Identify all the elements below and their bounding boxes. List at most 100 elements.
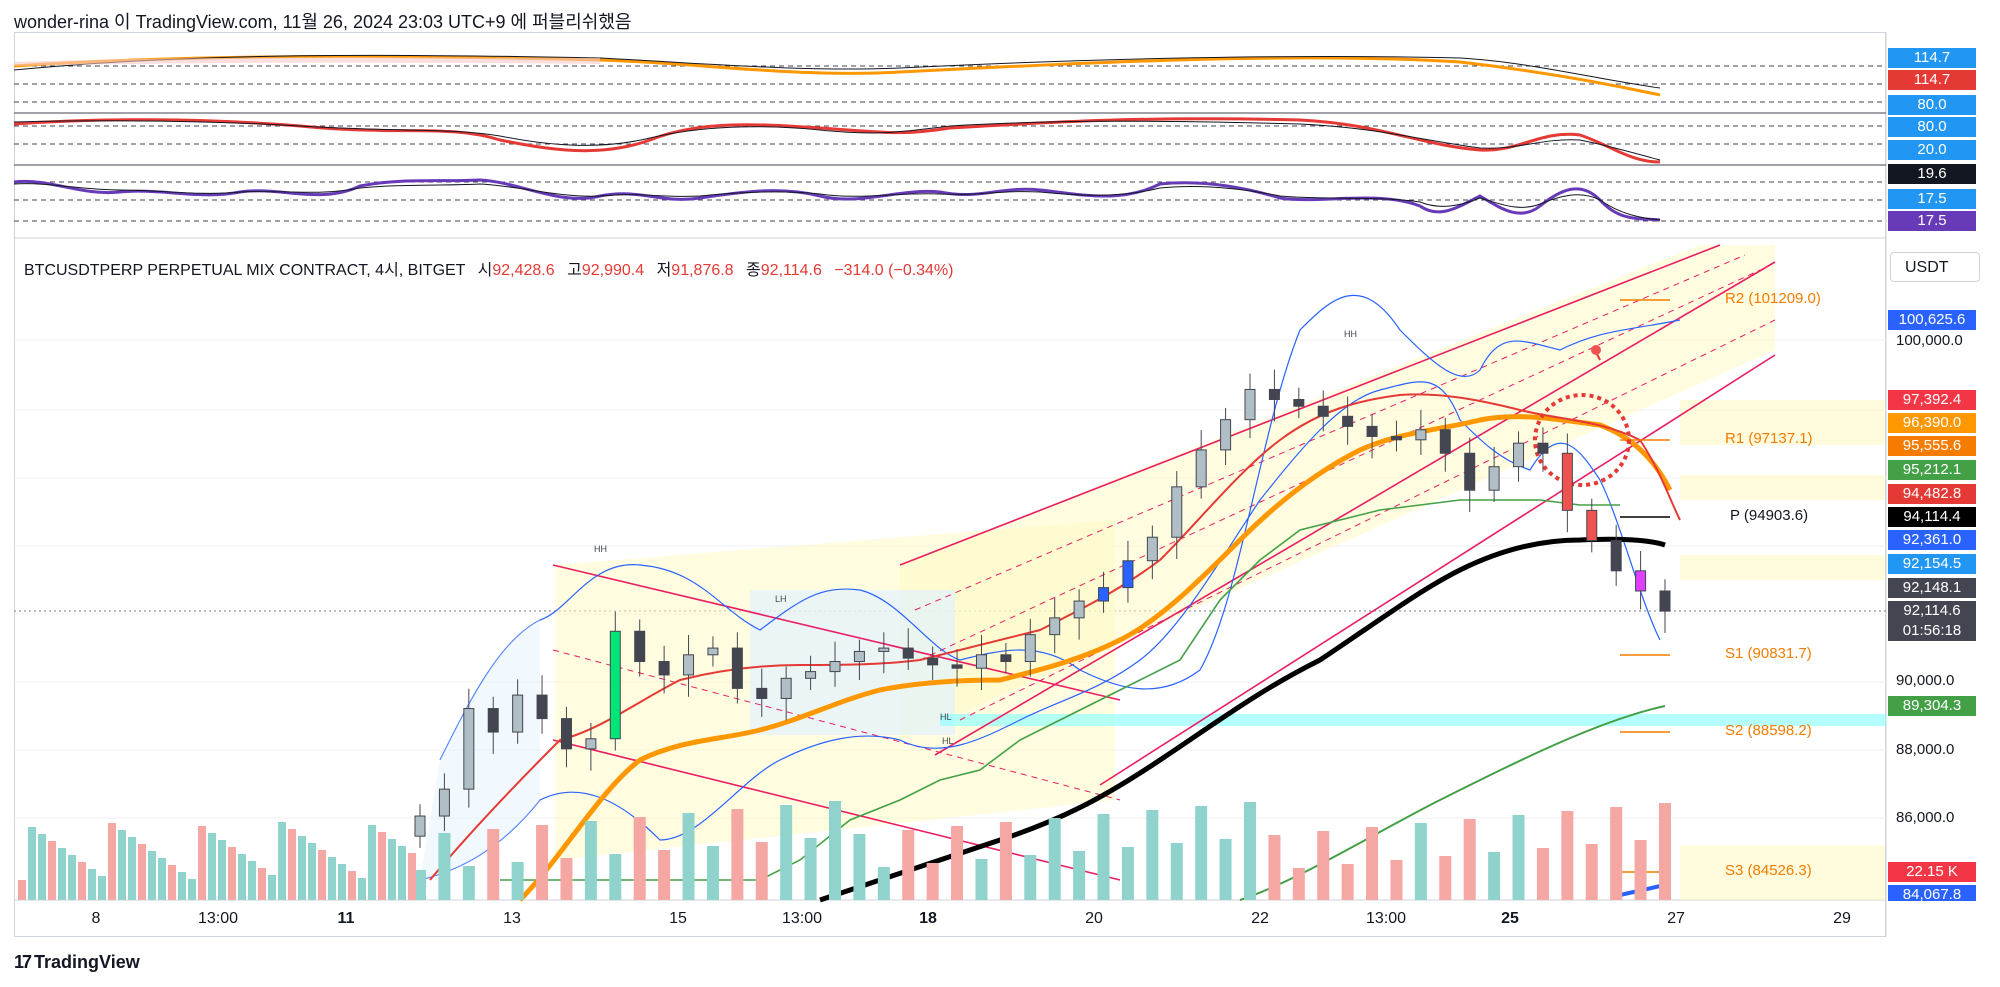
price-badge: 95,555.6 xyxy=(1888,436,1976,456)
price-badge: 84,067.8 xyxy=(1888,885,1976,901)
volume-bar xyxy=(268,875,276,900)
candle-body xyxy=(1488,466,1500,491)
pivot-r1-label: R1 (97137.1) xyxy=(1725,430,1813,447)
candle-body xyxy=(1049,617,1061,636)
candle-body xyxy=(536,694,548,720)
symbol-ohlc-line: BTCUSDTPERP PERPETUAL MIX CONTRACT, 4시, … xyxy=(24,256,954,280)
pivot-s1-label: S1 (90831.7) xyxy=(1725,645,1812,662)
volume-bar xyxy=(462,866,475,900)
volume-bar xyxy=(288,829,296,900)
volume-bar xyxy=(118,830,126,900)
candle-body xyxy=(512,694,524,733)
x-axis-label: 13:00 xyxy=(781,910,823,927)
volume-bar xyxy=(1024,855,1037,900)
volume-bar xyxy=(128,837,136,900)
candle-body xyxy=(1610,540,1622,572)
volume-bar xyxy=(1610,807,1623,900)
open-value: 92,428.6 xyxy=(492,262,555,279)
volume-bar xyxy=(536,825,549,900)
volume-bar xyxy=(168,865,176,900)
volume-bar xyxy=(1048,818,1061,900)
volume-bar xyxy=(1634,840,1647,900)
candle-body xyxy=(1317,405,1329,417)
volume-bar xyxy=(338,864,346,900)
volume-bar xyxy=(926,863,939,900)
candle-body xyxy=(1000,654,1012,663)
currency-selector[interactable]: USDT xyxy=(1890,252,1980,282)
price-badge: 92,148.1 xyxy=(1888,578,1976,598)
high-value: 92,990.4 xyxy=(581,262,645,279)
price-badge: 92,114.6 xyxy=(1888,601,1976,621)
osc-badge: 114.7 xyxy=(1888,48,1976,68)
price-badge: 97,392.4 xyxy=(1888,390,1976,410)
price-badge: 92,154.5 xyxy=(1888,554,1976,574)
volume-bar xyxy=(1170,843,1183,900)
pivot-s2-label: S2 (88598.2) xyxy=(1725,722,1812,739)
osc-badge: 80.0 xyxy=(1888,117,1976,137)
volume-bar xyxy=(1268,835,1281,900)
volume-bar xyxy=(1585,844,1598,900)
price-tick: 90,000.0 xyxy=(1896,672,1955,689)
volume-bar xyxy=(755,842,768,900)
candle-body xyxy=(1659,590,1671,612)
candle-body xyxy=(560,718,572,750)
volume-bar xyxy=(877,867,890,900)
volume-bar xyxy=(278,822,286,900)
volume-bar xyxy=(18,880,26,900)
volume-bar xyxy=(829,801,841,900)
structure-annotation: HL xyxy=(942,736,954,746)
pivot-r2-label: R2 (101209.0) xyxy=(1725,290,1821,307)
candle-body xyxy=(780,677,792,699)
candle-body xyxy=(1220,419,1232,451)
volume-bar xyxy=(1292,868,1305,900)
volume-bar xyxy=(148,851,156,900)
volume-bar xyxy=(633,817,646,900)
candle-body xyxy=(634,630,646,663)
volume-bar xyxy=(1244,802,1256,900)
volume-bar xyxy=(378,832,386,900)
candle-body xyxy=(756,687,768,699)
candle-body xyxy=(951,664,963,669)
volume-bar xyxy=(58,848,66,900)
structure-annotation: HL xyxy=(940,712,952,722)
x-axis-label: 13:00 xyxy=(1365,910,1407,927)
volume-bar xyxy=(178,872,186,900)
candle-body xyxy=(1464,452,1476,491)
volume-bar xyxy=(511,862,524,900)
osc-badge: 80.0 xyxy=(1888,95,1976,115)
structure-annotation: HH xyxy=(1344,329,1357,339)
osc-badge: 19.6 xyxy=(1888,164,1976,184)
candle-body xyxy=(658,661,670,676)
volume-bar xyxy=(68,855,76,900)
x-axis-label: 20 xyxy=(1085,910,1103,927)
volume-bar xyxy=(1073,851,1086,900)
candle-body xyxy=(1024,634,1036,663)
x-axis-label: 22 xyxy=(1251,910,1269,927)
volume-bar xyxy=(853,834,866,900)
pivot-s3-label: S3 (84526.3) xyxy=(1725,862,1812,879)
volume-bar xyxy=(1488,852,1501,900)
candle-body xyxy=(1195,449,1207,488)
x-axis-label: 27 xyxy=(1667,910,1685,927)
x-axis-label: 13 xyxy=(503,910,521,927)
candle-body xyxy=(829,661,841,673)
volume-bar xyxy=(188,879,196,900)
volume-bar xyxy=(308,843,316,900)
volume-bar xyxy=(248,861,256,900)
candle-body xyxy=(1244,388,1256,421)
candle-body xyxy=(805,671,817,679)
candle-body xyxy=(487,708,499,733)
candles xyxy=(414,369,1671,848)
tradingview-logo[interactable]: 17 TradingView xyxy=(14,952,140,973)
candle-body xyxy=(1586,509,1598,542)
structure-annotation: LH xyxy=(775,594,787,604)
high-label: 고 xyxy=(567,262,582,279)
volume-bar xyxy=(398,846,406,900)
volume-bars xyxy=(18,801,1671,900)
volume-bar xyxy=(238,854,246,900)
volume-bar xyxy=(218,840,226,900)
volume-bar xyxy=(158,858,166,900)
volume-bar xyxy=(682,813,695,900)
publish-header: wonder-rina 이 TradingView.com, 11월 26, 2… xyxy=(14,12,632,32)
